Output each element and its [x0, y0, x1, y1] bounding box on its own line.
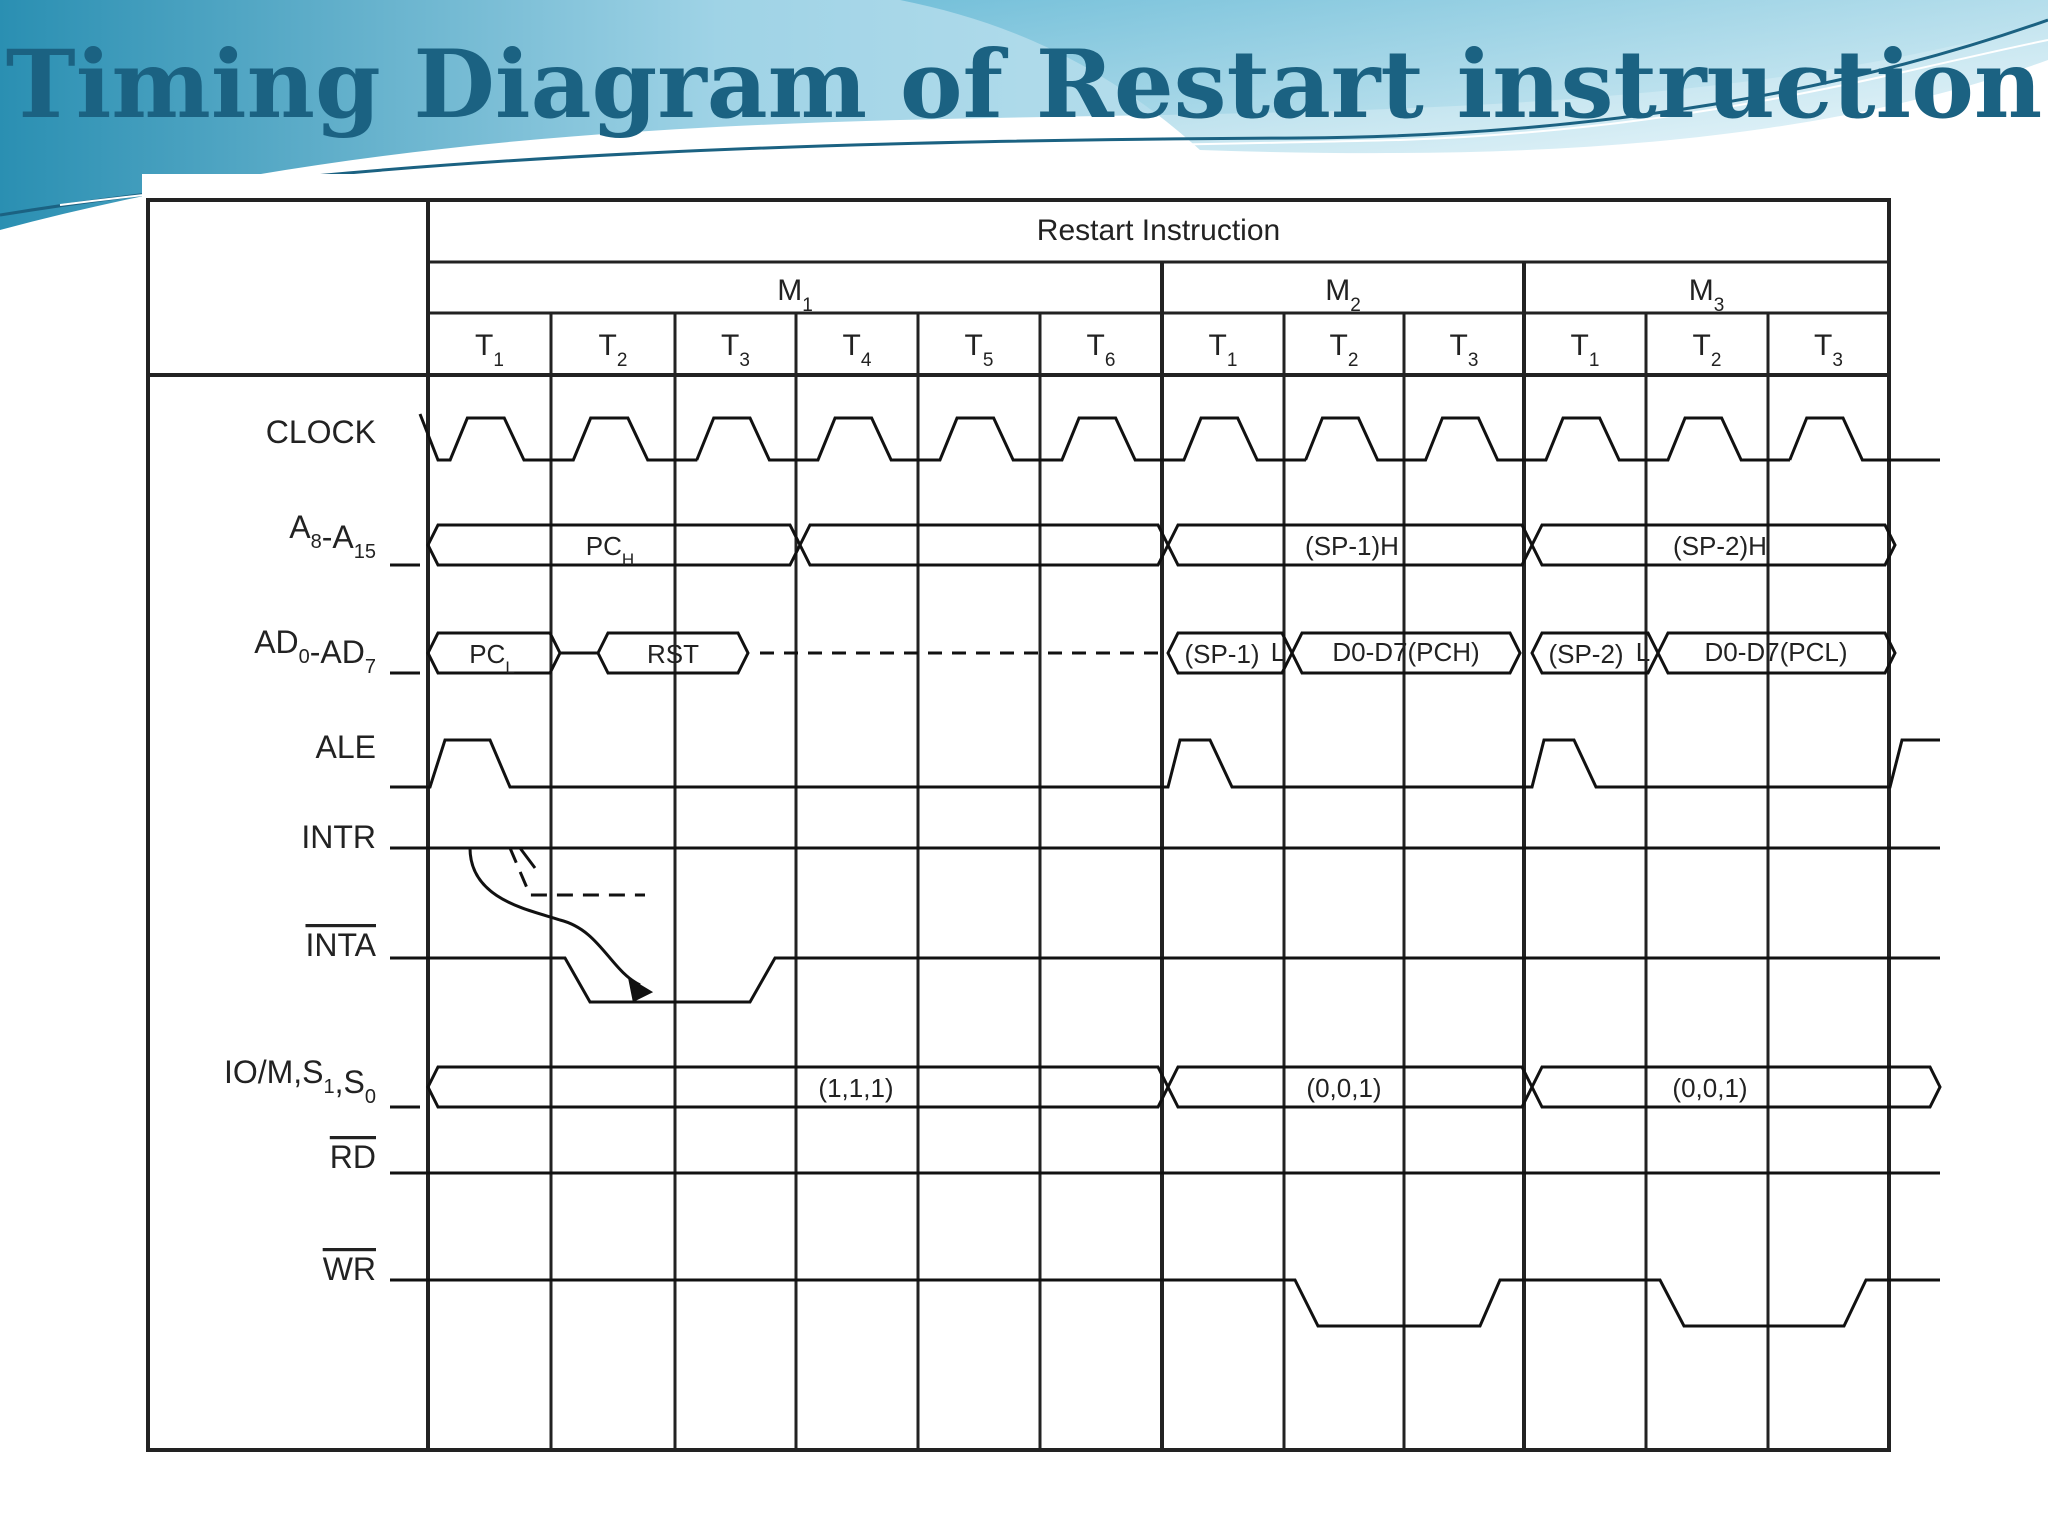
state-label: T2: [1693, 329, 1722, 371]
addr-hi-bus: [1530, 523, 1897, 567]
slide-title: Timing Diagram of Restart instruction: [5, 30, 2043, 140]
state-label: T6: [1087, 329, 1116, 371]
inta-waveform: [390, 956, 1940, 1004]
state-label: T3: [721, 329, 750, 371]
signal-label: WR: [323, 1251, 376, 1287]
addr-lo-value: D0-D7(PCL): [1704, 637, 1847, 667]
signal-label: INTA: [305, 927, 376, 963]
diagram-header: Restart Instruction: [1037, 214, 1280, 247]
state-label: T5: [965, 329, 994, 371]
addr-lo-value: RST: [647, 639, 699, 669]
clock-waveform: [418, 413, 1940, 462]
signal-label: A8-A15: [289, 509, 376, 563]
addr-hi-bus: [798, 523, 1170, 567]
addr-lo-bus: [596, 631, 750, 675]
status-value: (1,1,1): [818, 1073, 893, 1103]
bus-value-labels: PCH (SP-1)H (SP-2)H PCL RST (SP-1) L D0-D7(PCH)…: [469, 531, 1847, 1103]
status-value: (0,0,1): [1672, 1073, 1747, 1103]
state-label: T1: [1571, 329, 1600, 371]
state-label: T2: [1330, 329, 1359, 371]
addr-lo-bus: [1656, 631, 1897, 675]
diagram-headers: Restart Instruction M1 T1 T2 T3 T4 T5 T6 M2 T1 T2 T…: [475, 214, 1843, 371]
addr-hi-value: (SP-2)H: [1673, 531, 1767, 561]
diagram-panel: [142, 174, 1962, 1456]
diagram-border: [146, 198, 1891, 1452]
wave-line-1: [0, 18, 2048, 217]
addr-hi-value: (SP-1)H: [1305, 531, 1399, 561]
addr-lo-value: L: [1636, 637, 1650, 667]
addr-lo-value: (SP-1): [1184, 639, 1259, 669]
machine-cycle-label: M1: [777, 274, 813, 316]
signal-label: AD0-AD7: [254, 624, 376, 678]
state-label: T3: [1450, 329, 1479, 371]
signal-label: RD: [330, 1139, 376, 1175]
addr-hi-value: PCH: [586, 531, 634, 569]
top-wave-light: [900, 0, 2048, 154]
addr-lo-value: D0-D7(PCH): [1332, 637, 1479, 667]
status-bus: [1530, 1065, 1942, 1109]
state-label: T2: [599, 329, 628, 371]
signal-labels: CLOCK A8-A15 AD0-AD7 ALE INTR INTA IO/M,S1,S0 R…: [224, 414, 377, 1287]
signal-label: IO/M,S1,S0: [224, 1054, 376, 1108]
wr-waveform: [390, 1278, 1940, 1328]
diagram-grid: [146, 198, 1891, 1452]
state-label: T1: [1209, 329, 1238, 371]
signal-label: CLOCK: [266, 414, 376, 450]
status-bus: [426, 1065, 1170, 1109]
addr-lo-value: (SP-2): [1548, 639, 1623, 669]
intr-curve: [468, 847, 641, 987]
signal-label: ALE: [316, 729, 376, 765]
state-label: T1: [475, 329, 504, 371]
state-label: T3: [1814, 329, 1843, 371]
machine-cycle-label: M3: [1689, 274, 1725, 316]
addr-lo-bus: [1290, 631, 1522, 675]
status-value: (0,0,1): [1306, 1073, 1381, 1103]
intr-dashed: [508, 847, 645, 897]
signal-label: INTR: [301, 819, 376, 855]
state-label: T4: [843, 329, 872, 371]
addr-lo-value: PCL: [469, 639, 515, 677]
machine-cycle-label: M2: [1325, 274, 1361, 316]
inta-arrowhead: [627, 976, 654, 1003]
wave-line-2: [59, 39, 2048, 206]
ale-waveform: [390, 738, 1940, 789]
signal-waveforms: [390, 413, 1942, 1328]
addr-lo-value: L: [1271, 637, 1285, 667]
intr-tick: [518, 847, 537, 869]
